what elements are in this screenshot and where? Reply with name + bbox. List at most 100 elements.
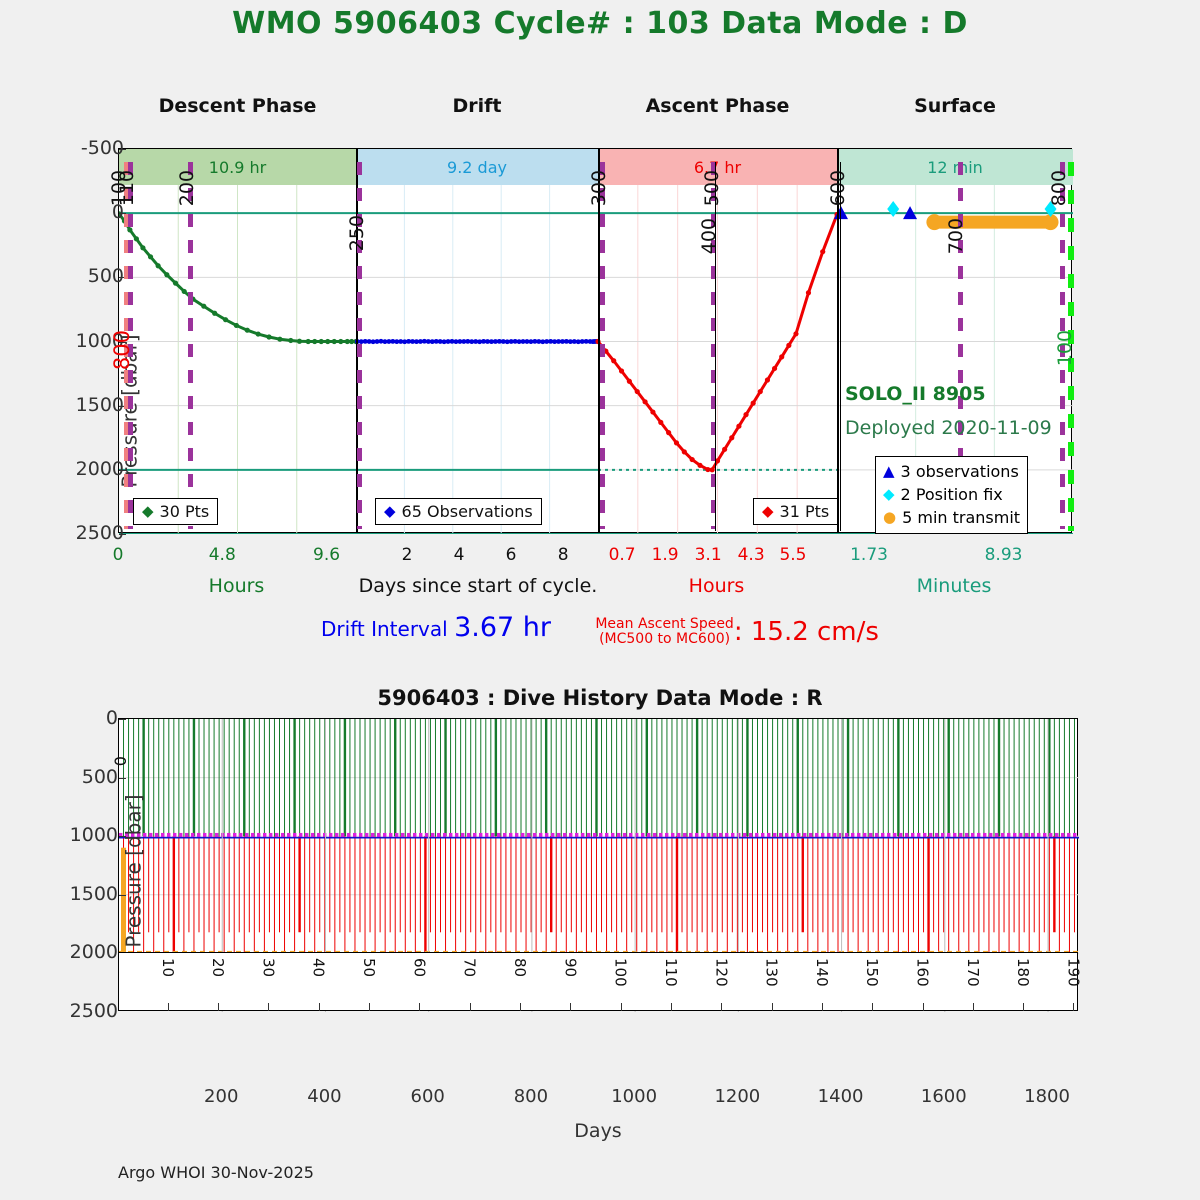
- x-axis-caption-3: Hours: [688, 575, 745, 597]
- cycle-tick-40: 40: [309, 958, 328, 978]
- y-tick-mark-1000: [119, 341, 126, 343]
- cycle-tick-mark-150: [872, 1003, 874, 1011]
- bottom-x-tick-400: 400: [307, 1086, 342, 1107]
- y-tick-0: 0: [111, 201, 124, 224]
- cycle-tick-50: 50: [360, 958, 379, 978]
- bottom-y-tick-0: 0: [105, 707, 118, 729]
- cycle-tick-mark-30: [268, 1003, 270, 1011]
- x-tick-0-0: 0: [112, 545, 124, 565]
- cycle-tick-mark-70: [469, 1003, 471, 1011]
- cycle-tick-mark-110: [670, 1003, 672, 1011]
- position-fix-diamond: [1044, 201, 1057, 218]
- cycle-tick-190: 190: [1064, 958, 1083, 988]
- mc-marker-label-400: 400: [698, 218, 720, 255]
- phase-band-2: 9.2 day: [356, 149, 598, 185]
- x-tick-1-3: 8: [557, 545, 569, 565]
- mean-ascent-speed-label: Mean Ascent Speed (MC500 to MC600): [595, 615, 734, 647]
- phase-name-3: Ascent Phase: [645, 95, 790, 117]
- bottom-x-tick-1800: 1800: [1024, 1086, 1070, 1107]
- bottom-y-tick-1500: 1500: [69, 882, 118, 905]
- cycle-tick-90: 90: [561, 958, 580, 978]
- bottom-y-tick-mark-0: [119, 719, 126, 720]
- count-legend-label: 65 Observations: [401, 502, 533, 521]
- legend-symbol-icon: ◆: [762, 502, 774, 520]
- cycle-tick-150: 150: [863, 958, 882, 988]
- count-legend-label: 30 Pts: [159, 502, 210, 521]
- cycle-tick-70: 70: [460, 958, 479, 978]
- mc-marker-line-200: [188, 162, 193, 529]
- cycle-tick-60: 60: [410, 958, 429, 978]
- float-deployed: Deployed 2020-11-09: [845, 417, 1052, 439]
- y-tick-2500: 2500: [75, 522, 124, 544]
- bottom-x-tick-800: 800: [513, 1086, 549, 1107]
- mc-marker-line-300: [600, 162, 605, 529]
- count-legend-1: ◆ 30 Pts: [133, 498, 219, 525]
- bottom-x-tick-1400: 1400: [817, 1086, 864, 1107]
- phase-duration-3: 6.7 hr: [693, 157, 742, 177]
- mean-ascent-speed-value-group: : 15.2 cm/s: [734, 617, 879, 647]
- x-tick-0-2: 9.6: [313, 545, 341, 565]
- x-tick-2-4: 5.5: [779, 545, 807, 565]
- cycle-tick-160: 160: [913, 958, 932, 988]
- transmit-marker: [926, 214, 943, 231]
- cycle-tick-mark-80: [520, 1003, 521, 1011]
- x-axis-caption-1: Hours: [208, 575, 265, 597]
- y-tick-1500: 1500: [75, 393, 124, 416]
- cycle-tick-80: 80: [511, 958, 529, 978]
- x-axis-label-bottom: Days: [574, 1120, 622, 1142]
- x-tick-2-3: 4.3: [737, 545, 765, 565]
- cycle-tick-30: 30: [259, 958, 278, 978]
- bottom-x-tick-1000: 1000: [611, 1086, 658, 1107]
- y-tick-mark-0: [119, 213, 126, 215]
- x-axis-caption-4: Minutes: [916, 575, 992, 597]
- x-tick-1-2: 6: [505, 545, 517, 565]
- next-cycle-line: [1068, 162, 1074, 531]
- cycle-number-box: [118, 952, 1078, 1011]
- x-tick-2-0: 0.7: [608, 545, 636, 565]
- mc-marker-label-700: 700: [945, 218, 967, 255]
- y-tick-1000: 1000: [75, 329, 124, 352]
- phase-duration-1: 10.9 hr: [208, 157, 267, 177]
- y-tick-500: 500: [87, 265, 124, 288]
- x-tick-3-0: 1.73: [850, 545, 888, 565]
- cycle-tick-mark-160: [922, 1003, 924, 1011]
- marker-legend: ▲ 3 observations ◆ 2 Position fix ● 5 min tra…: [875, 456, 1029, 534]
- legend-symbol-icon: ▲: [883, 461, 895, 480]
- mc-marker-line-100: [124, 162, 129, 529]
- float-name: SOLO_II 8905: [845, 383, 986, 405]
- bottom-y-tick-mark-1500: [119, 894, 126, 896]
- cycle-tick-mark-130: [771, 1003, 773, 1011]
- phase-duration-2: 9.2 day: [447, 157, 507, 177]
- y-tick-mark-2000: [119, 469, 126, 471]
- marker-legend-label: 3 observations: [900, 462, 1019, 481]
- drift-interval-label: Drift Interval: [321, 617, 448, 641]
- legend-symbol-icon: ◆: [883, 484, 895, 503]
- bottom-y-tick-1000: 1000: [69, 824, 118, 847]
- bottom-x-tick-200: 200: [204, 1086, 239, 1107]
- legend-symbol-icon: ●: [883, 508, 897, 527]
- y-tick-mark-1500: [119, 405, 126, 407]
- phase-separator-2: [598, 149, 600, 532]
- mc-axis-line: [715, 162, 716, 531]
- bottom-origin-label: 0: [111, 756, 130, 767]
- mean-ascent-speed-label-line2: (MC500 to MC600): [599, 630, 731, 647]
- count-legend-3: ◆ 31 Pts: [753, 498, 839, 525]
- transmit-marker: [1042, 214, 1059, 231]
- x-tick-2-2: 3.1: [694, 545, 722, 565]
- mc-axis-line: [840, 162, 841, 531]
- mc-marker-label-110: 110: [116, 170, 138, 207]
- phase-name-2: Drift: [452, 95, 502, 117]
- cycle-annotations: Drift Interval 3.67 hr Mean Ascent Speed…: [0, 612, 1200, 647]
- bottom-y-tick-mark-500: [119, 777, 126, 779]
- y-tick--500: -500: [80, 137, 124, 159]
- cycle-tick-mark-90: [570, 1003, 572, 1011]
- mean-ascent-speed-label-line1: Mean Ascent Speed: [595, 615, 734, 632]
- bottom-x-tick-600: 600: [410, 1086, 445, 1107]
- phase-band-3: 6.7 hr: [598, 149, 837, 185]
- x-tick-1-1: 4: [453, 545, 465, 565]
- mc-marker-label-800-red: 800: [110, 330, 134, 371]
- y-tick-mark--500: [119, 149, 126, 150]
- mc-marker-line-800: [1060, 162, 1065, 529]
- phase-band-1: 10.9 hr: [119, 149, 356, 185]
- cycle-tick-10: 10: [158, 958, 177, 978]
